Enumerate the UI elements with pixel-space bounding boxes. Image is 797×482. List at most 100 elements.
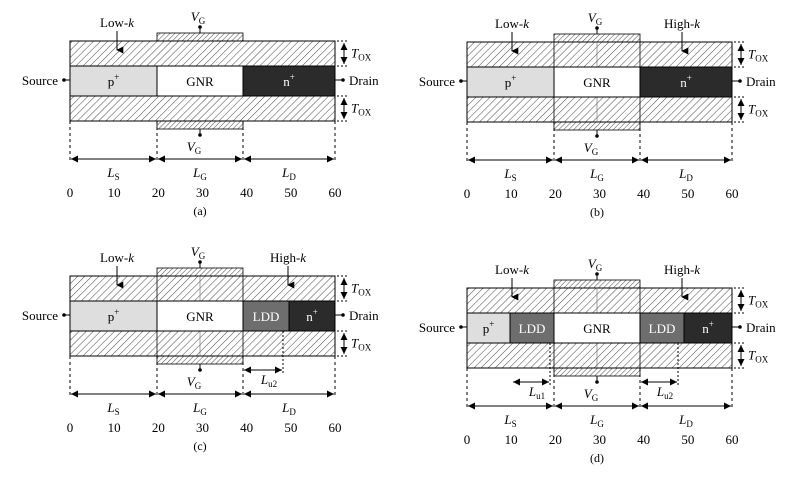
- gate-terminal: [595, 380, 599, 384]
- length-label: LG: [192, 165, 207, 182]
- tick-label: 50: [284, 185, 297, 200]
- tox-label: TOX: [748, 293, 769, 310]
- panel-b: p+ GNR n+ Source Drain VG VG Low-k High-k TOX TOX L…: [419, 10, 776, 219]
- region-p: [69, 65, 158, 97]
- gate-label-bottom: VG: [187, 374, 202, 391]
- top-oxide: [69, 40, 336, 67]
- top-gate-electrode: [156, 32, 244, 42]
- region-label: n+: [283, 72, 295, 89]
- tick-label: 50: [284, 420, 297, 435]
- bottom-gate-electrode: [553, 121, 641, 131]
- top-oxide: [466, 287, 733, 314]
- region-n: [242, 65, 336, 97]
- drain-label: Drain: [349, 73, 379, 88]
- high-k-label: High-k: [664, 262, 700, 277]
- bottom-gate-electrode: [156, 355, 244, 365]
- tick-label: 50: [681, 432, 694, 447]
- top-gate-electrode: [553, 279, 641, 289]
- region-ldd: [242, 300, 290, 332]
- tox-label: TOX: [748, 47, 769, 64]
- tick-label: 60: [329, 420, 342, 435]
- region-label: p+: [505, 73, 517, 90]
- tick-label: 60: [726, 432, 739, 447]
- high-k-label: High-k: [664, 16, 700, 31]
- gate-label-top: VG: [191, 9, 206, 26]
- tox-label: TOX: [748, 348, 769, 365]
- gate-terminal: [198, 260, 202, 264]
- length-label: LS: [503, 166, 516, 183]
- tick-label: 20: [152, 185, 165, 200]
- tick-label: 30: [593, 186, 606, 201]
- tox-label: TOX: [748, 102, 769, 119]
- panel-caption: (c): [193, 439, 206, 453]
- source-label: Source: [22, 73, 58, 88]
- length-label: LS: [503, 412, 516, 429]
- panel-caption: (a): [193, 204, 206, 218]
- tick-label: 40: [637, 186, 650, 201]
- region-label: GNR: [583, 75, 611, 90]
- gate-label-top: VG: [588, 256, 603, 273]
- tox-label: TOX: [351, 336, 372, 353]
- gate-terminal: [595, 26, 599, 30]
- source-label: Source: [419, 320, 455, 335]
- tox-label: TOX: [351, 281, 372, 298]
- tick-label: 10: [108, 185, 121, 200]
- tick-label: 10: [108, 420, 121, 435]
- tick-label: 30: [593, 432, 606, 447]
- tick-label: 0: [67, 185, 74, 200]
- tick-label: 40: [240, 185, 253, 200]
- bottom-oxide: [466, 342, 733, 369]
- region-p: [69, 300, 158, 332]
- tick-label: 40: [637, 432, 650, 447]
- low-k-label: Low-k: [100, 15, 134, 30]
- gate-label-top: VG: [191, 244, 206, 261]
- panel-a: p+ GNR n+ Source Drain VG VG Low-k TOX TOX LS LG LD 0…: [22, 9, 379, 218]
- tick-label: 20: [549, 186, 562, 201]
- panel-c: p+ GNR LDD n+ Source Drain VG VG Low-k High-k TOX T…: [22, 244, 379, 453]
- region-label: LDD: [253, 309, 280, 324]
- length-label: LD: [678, 166, 693, 183]
- top-gate-electrode: [156, 267, 244, 277]
- length-label: LD: [281, 165, 296, 182]
- region-gnr: [156, 65, 244, 97]
- low-k-label: Low-k: [495, 262, 529, 277]
- low-k-label: Low-k: [495, 16, 529, 31]
- tick-label: 50: [681, 186, 694, 201]
- length-label: LD: [678, 412, 693, 429]
- panel-caption: (b): [590, 205, 604, 219]
- drain-label: Drain: [746, 320, 776, 335]
- source-label: Source: [22, 308, 58, 323]
- tick-label: 10: [505, 186, 518, 201]
- tick-label: 40: [240, 420, 253, 435]
- panel-d: p+ LDD GNR LDD n+ Source Drain VG VG Low-k High-k T…: [419, 256, 776, 465]
- tick-label: 30: [196, 185, 209, 200]
- high-k-label: High-k: [270, 250, 306, 265]
- tick-label: 60: [329, 185, 342, 200]
- length-label: LD: [281, 400, 296, 417]
- region-label: GNR: [186, 309, 214, 324]
- gate-terminal: [595, 272, 599, 276]
- region-ldd: [639, 312, 685, 344]
- gate-terminal: [198, 133, 202, 137]
- bottom-oxide: [466, 96, 733, 123]
- top-oxide: [466, 41, 733, 68]
- region-label: n+: [702, 319, 714, 336]
- gate-terminal: [198, 368, 202, 372]
- region-p: [466, 312, 511, 344]
- length-label: LG: [192, 400, 207, 417]
- lu-label: Lu2: [656, 384, 673, 401]
- tick-label: 0: [67, 420, 74, 435]
- lu-label: Lu2: [260, 372, 277, 389]
- region-p: [466, 66, 555, 98]
- length-label: LG: [589, 166, 604, 183]
- bottom-oxide: [69, 95, 336, 122]
- tick-label: 60: [726, 186, 739, 201]
- region-label: p+: [483, 319, 495, 336]
- tox-label: TOX: [351, 46, 372, 63]
- drain-label: Drain: [746, 74, 776, 89]
- tick-label: 20: [549, 432, 562, 447]
- tick-label: 30: [196, 420, 209, 435]
- region-label: p+: [108, 72, 120, 89]
